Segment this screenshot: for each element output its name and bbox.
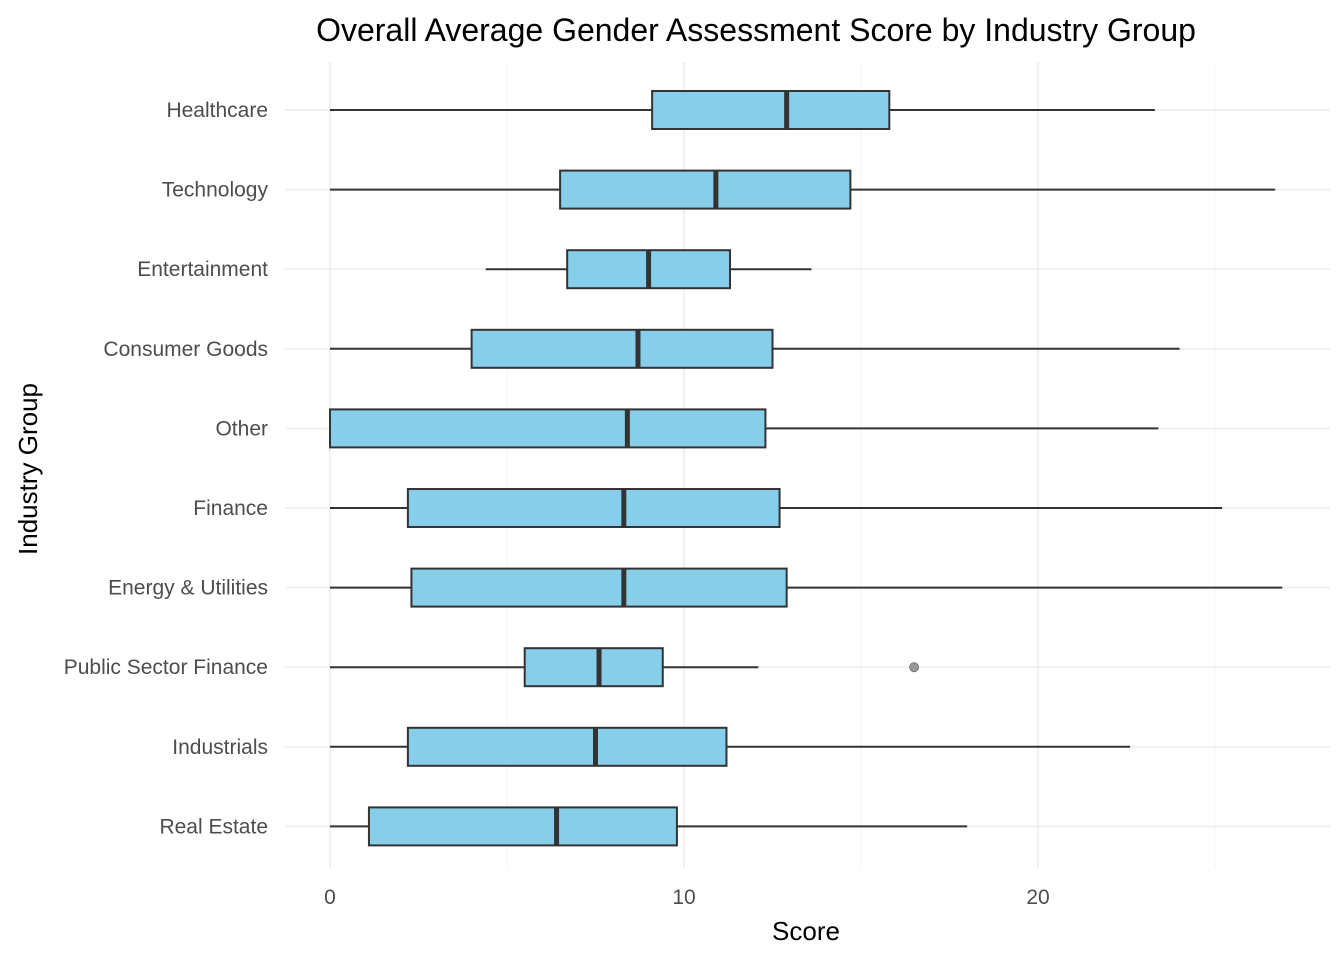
y-tick-label: Entertainment	[137, 258, 268, 281]
x-tick-label: 20	[1026, 886, 1049, 909]
y-tick-label: Real Estate	[159, 815, 268, 838]
y-tick-label: Finance	[193, 497, 268, 520]
boxplot-industrials	[330, 726, 1131, 767]
iqr-box	[406, 726, 728, 767]
y-tick-label: Consumer Goods	[103, 338, 268, 361]
y-tick-label: Public Sector Finance	[64, 656, 268, 679]
boxplot-healthcare	[330, 90, 1155, 130]
boxplot-real-estate	[330, 806, 968, 847]
boxplot-public-sector-finance	[330, 647, 920, 688]
iqr-box	[367, 806, 678, 847]
iqr-box	[406, 488, 781, 528]
y-tick-label: Industrials	[172, 736, 268, 759]
label-layer: 0 10 20 Healthcare Technology Entertainment Co…	[64, 99, 1050, 909]
boxplot-other	[329, 408, 1159, 449]
x-tick-label: 0	[324, 886, 336, 909]
boxplot-energy-utilities	[330, 567, 1283, 608]
x-tick-label: 10	[672, 886, 695, 909]
boxplot-technology	[330, 169, 1276, 210]
box-layer	[329, 90, 1283, 847]
iqr-box	[651, 90, 891, 130]
boxplot-finance	[330, 488, 1223, 528]
y-tick-label: Energy & Utilities	[108, 577, 268, 600]
x-axis-title: Score	[772, 916, 840, 946]
iqr-box	[470, 328, 774, 369]
y-axis-title: Industry Group	[13, 383, 43, 555]
boxplot-consumer-goods	[330, 328, 1180, 369]
y-tick-label: Healthcare	[166, 99, 268, 122]
iqr-box	[410, 567, 788, 608]
iqr-box	[523, 647, 664, 688]
y-tick-label: Other	[215, 417, 268, 440]
iqr-box	[559, 169, 852, 210]
y-tick-label: Technology	[162, 179, 269, 202]
iqr-box	[329, 408, 767, 449]
boxplot-entertainment	[485, 249, 812, 290]
chart-title: Overall Average Gender Assessment Score …	[316, 12, 1196, 48]
outlier-point	[909, 662, 920, 673]
